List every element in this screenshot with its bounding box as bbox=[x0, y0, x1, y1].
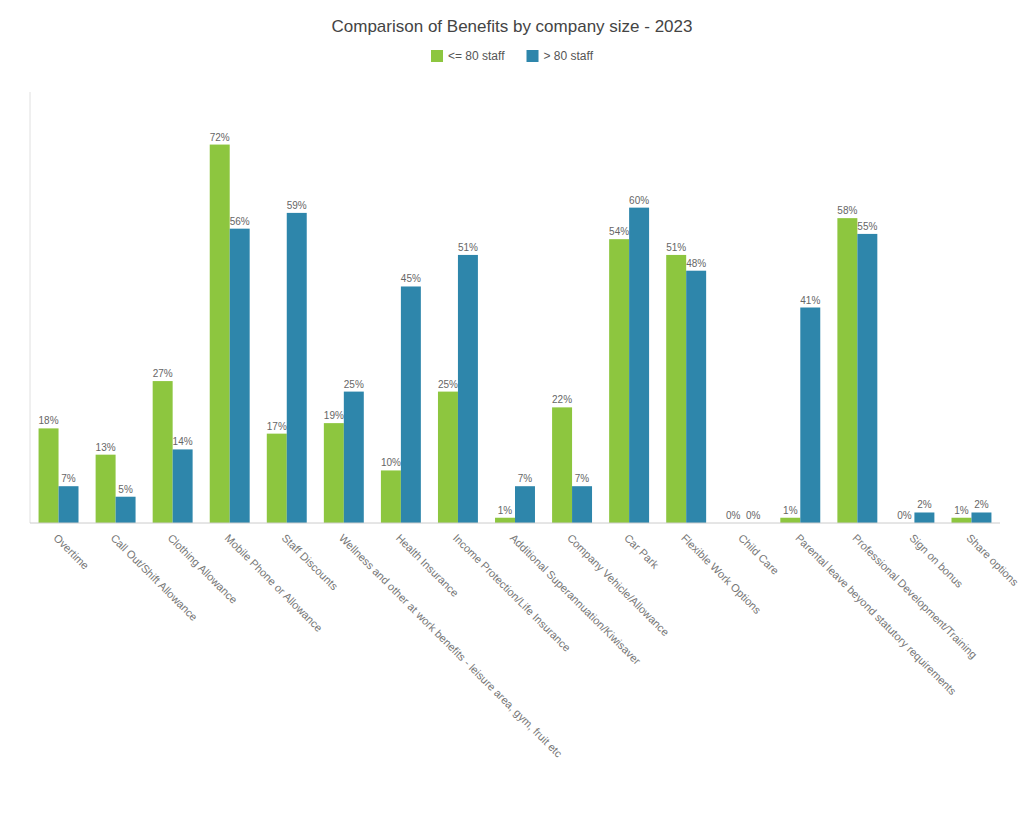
bar bbox=[267, 434, 287, 523]
x-tick-labels: OvertimeCall Out/Shift AllowanceClothing… bbox=[51, 532, 1021, 760]
bar bbox=[800, 308, 820, 524]
legend: <= 80 staff > 80 staff bbox=[431, 49, 594, 63]
bar bbox=[173, 449, 193, 523]
chart: Comparison of Benefits by company size -… bbox=[0, 0, 1024, 823]
data-label: 45% bbox=[401, 273, 421, 284]
data-labels: 18% 13% 27% 72% 17% 19% 10% 25% 1% 22% 54% 51% 0% 1% 5… bbox=[39, 132, 989, 521]
bar bbox=[837, 218, 857, 523]
data-label: 51% bbox=[458, 242, 478, 253]
x-tick-label: Staff Discounts bbox=[280, 532, 341, 593]
x-tick-label: Share options bbox=[964, 532, 1021, 589]
bar bbox=[780, 518, 800, 523]
x-tick-label: Child Care bbox=[736, 532, 781, 577]
x-tick-label: Company Vehicle/Allowance bbox=[565, 532, 672, 639]
x-tick-label: Overtime bbox=[51, 532, 91, 572]
bar bbox=[458, 255, 478, 523]
x-tick-label: Income Protection/Life Insurance bbox=[451, 532, 573, 654]
data-label: 14% bbox=[173, 436, 193, 447]
legend-label: <= 80 staff bbox=[448, 49, 505, 63]
data-label: 7% bbox=[518, 473, 533, 484]
data-label: 22% bbox=[552, 394, 572, 405]
data-label: 48% bbox=[686, 258, 706, 269]
data-label: 25% bbox=[438, 379, 458, 390]
data-label: 51% bbox=[666, 242, 686, 253]
bar bbox=[629, 208, 649, 523]
bar bbox=[287, 213, 307, 523]
bar bbox=[401, 286, 421, 523]
bar bbox=[952, 518, 972, 523]
x-tick-label: Health Insurance bbox=[394, 532, 461, 599]
data-label: 55% bbox=[857, 221, 877, 232]
x-tick-label: Sign on bonus bbox=[907, 532, 966, 591]
bar bbox=[116, 497, 136, 523]
bar bbox=[971, 512, 991, 523]
data-label: 58% bbox=[837, 205, 857, 216]
bar bbox=[230, 229, 250, 523]
bar bbox=[609, 239, 629, 523]
data-label: 1% bbox=[954, 505, 969, 516]
data-label: 0% bbox=[897, 510, 912, 521]
bar bbox=[344, 392, 364, 523]
bar bbox=[495, 518, 515, 523]
data-label: 27% bbox=[153, 368, 173, 379]
data-label: 41% bbox=[800, 295, 820, 306]
data-label: 19% bbox=[324, 410, 344, 421]
data-label: 72% bbox=[210, 132, 230, 143]
bar bbox=[552, 407, 572, 523]
y-axis-line bbox=[30, 92, 31, 523]
data-label: 18% bbox=[39, 415, 59, 426]
bar bbox=[324, 423, 344, 523]
bar bbox=[572, 486, 592, 523]
data-label: 10% bbox=[381, 457, 401, 468]
legend-item: <= 80 staff bbox=[431, 49, 505, 63]
data-label: 60% bbox=[629, 195, 649, 206]
x-tick-label: Additional Superannuation/Kiwisaver bbox=[508, 532, 643, 667]
bar bbox=[515, 486, 535, 523]
data-label: 2% bbox=[917, 499, 932, 510]
x-tick-label: Wellness and other at work benefits - le… bbox=[337, 532, 565, 760]
baseline bbox=[30, 523, 1000, 524]
title: Comparison of Benefits by company size -… bbox=[332, 17, 693, 36]
bar bbox=[381, 470, 401, 523]
legend-item: > 80 staff bbox=[527, 49, 594, 63]
data-label: 2% bbox=[974, 499, 989, 510]
bar bbox=[857, 234, 877, 523]
data-label: 5% bbox=[118, 484, 133, 495]
bar bbox=[39, 428, 59, 523]
data-label: 59% bbox=[287, 200, 307, 211]
data-label: 7% bbox=[61, 473, 76, 484]
data-label: 17% bbox=[267, 421, 287, 432]
data-label: 56% bbox=[230, 216, 250, 227]
data-label: 25% bbox=[344, 379, 364, 390]
bar bbox=[59, 486, 79, 523]
bar bbox=[666, 255, 686, 523]
bars bbox=[39, 145, 992, 523]
data-label: 1% bbox=[498, 505, 513, 516]
data-label: 1% bbox=[783, 505, 798, 516]
bar bbox=[914, 512, 934, 523]
legend-swatch bbox=[431, 50, 443, 62]
bar bbox=[153, 381, 173, 523]
x-tick-label: Professional Development/Training bbox=[850, 532, 979, 661]
bar bbox=[686, 271, 706, 523]
data-label: 0% bbox=[746, 510, 761, 521]
bar bbox=[210, 145, 230, 523]
bar bbox=[96, 455, 116, 523]
data-label: 0% bbox=[726, 510, 741, 521]
legend-swatch bbox=[527, 50, 539, 62]
bar bbox=[438, 392, 458, 523]
data-label: 54% bbox=[609, 226, 629, 237]
x-tick-label: Mobile Phone or Allowance bbox=[223, 532, 325, 634]
data-label: 13% bbox=[96, 442, 116, 453]
data-label: 7% bbox=[575, 473, 590, 484]
legend-label: > 80 staff bbox=[544, 49, 594, 63]
x-tick-label: Car Park bbox=[622, 532, 662, 572]
